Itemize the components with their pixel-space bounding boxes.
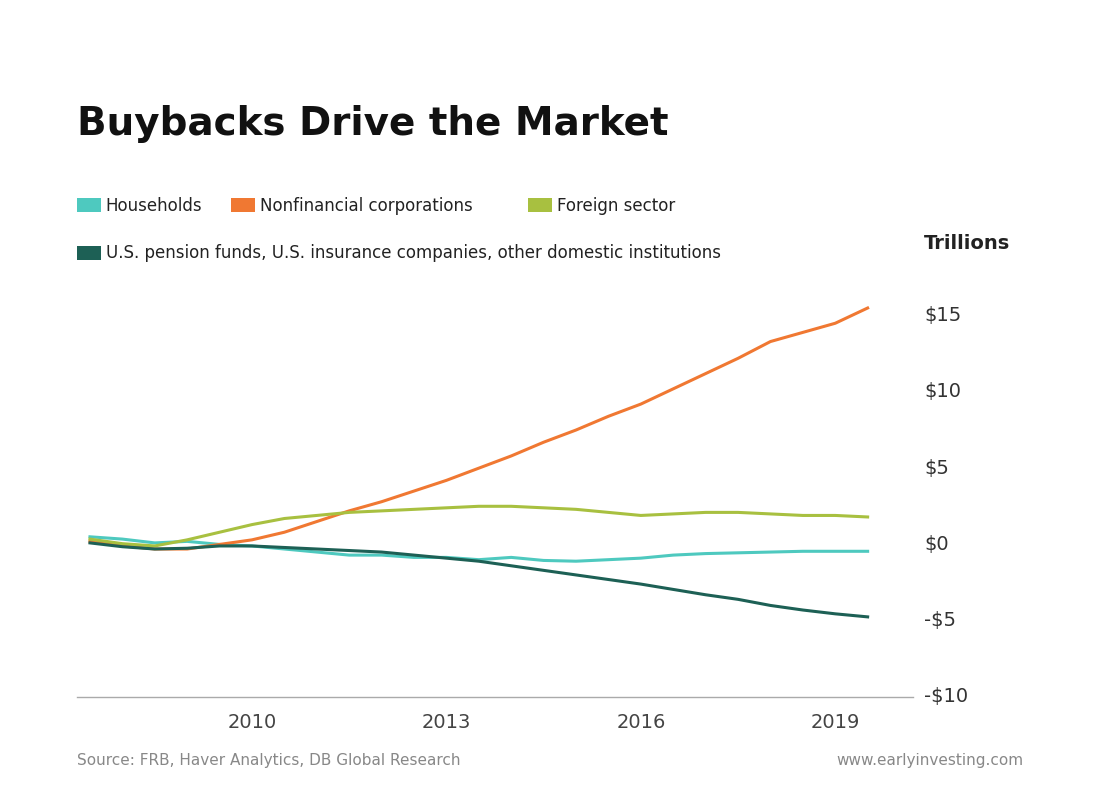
Text: Nonfinancial corporations: Nonfinancial corporations [260,197,472,215]
Text: $5: $5 [924,459,949,478]
Text: -$5: -$5 [924,611,956,630]
Text: $15: $15 [924,307,961,326]
Text: www.earlyinvesting.com: www.earlyinvesting.com [836,753,1023,768]
Text: Buybacks Drive the Market: Buybacks Drive the Market [77,105,669,143]
Text: $0: $0 [924,535,948,554]
Text: U.S. pension funds, U.S. insurance companies, other domestic institutions: U.S. pension funds, U.S. insurance compa… [106,245,721,262]
Text: $10: $10 [924,383,961,402]
Text: Trillions: Trillions [924,234,1010,253]
Text: Foreign sector: Foreign sector [557,197,675,215]
Text: -$10: -$10 [924,687,968,706]
Text: Source: FRB, Haver Analytics, DB Global Research: Source: FRB, Haver Analytics, DB Global … [77,753,461,768]
Text: Households: Households [106,197,202,215]
